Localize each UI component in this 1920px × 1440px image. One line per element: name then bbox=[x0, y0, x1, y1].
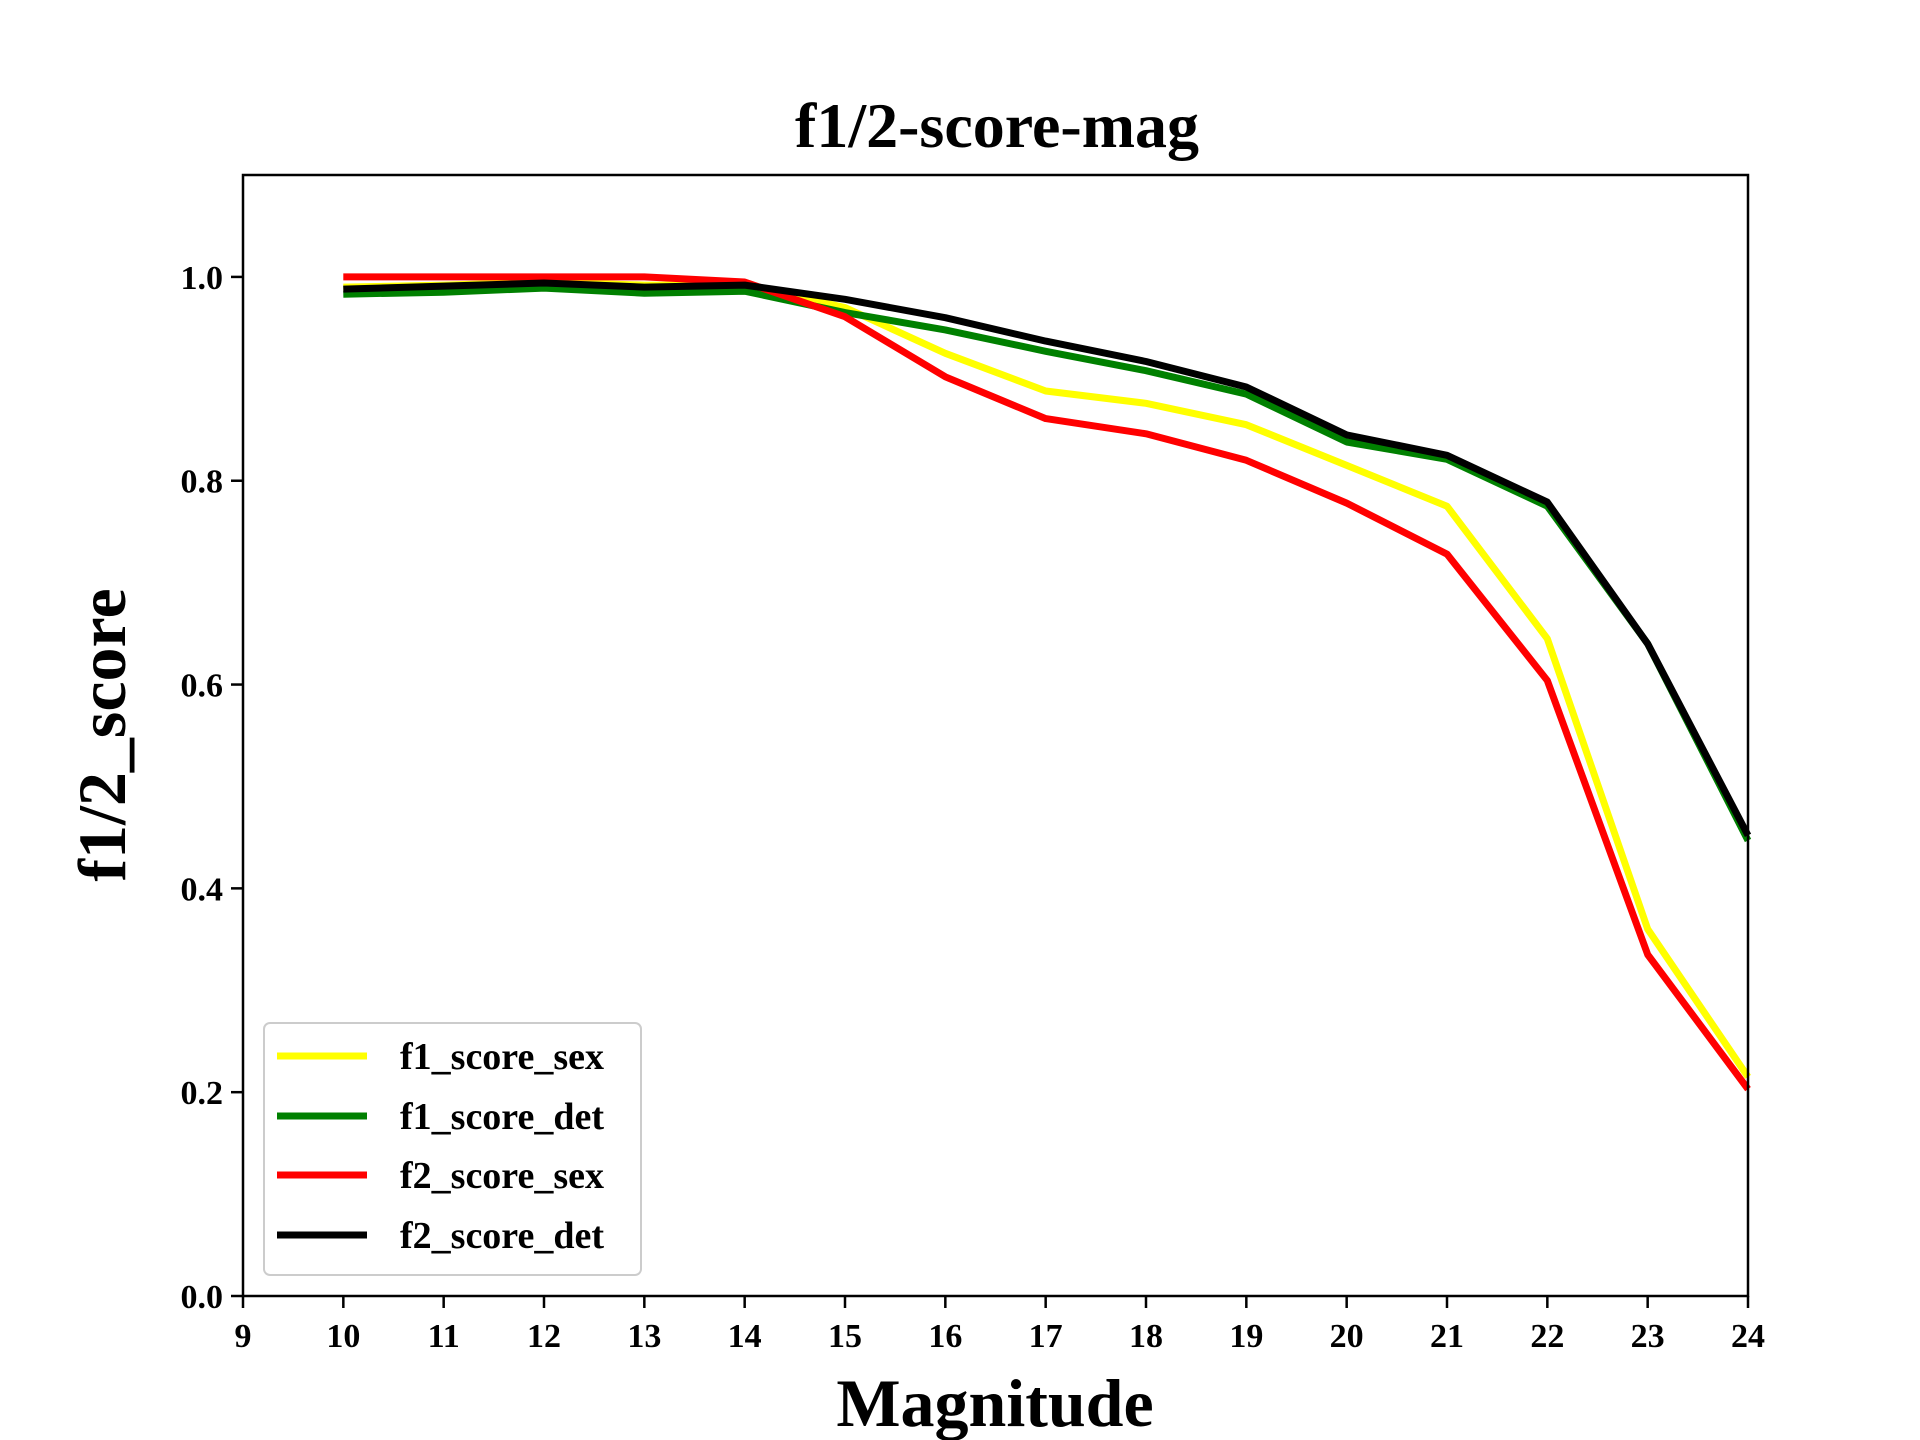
x-tick-label: 13 bbox=[627, 1318, 661, 1355]
legend-label: f1_score_det bbox=[400, 1096, 604, 1138]
y-tick-label: 0.6 bbox=[181, 668, 224, 705]
plot-frame bbox=[241, 173, 1750, 1298]
x-tick-label: 14 bbox=[728, 1318, 762, 1355]
x-tick-label: 11 bbox=[428, 1318, 460, 1355]
series-line-f2-score-det bbox=[343, 279, 1752, 838]
legend-label: f2_score_det bbox=[400, 1215, 604, 1257]
x-axis-label: Magnitude bbox=[836, 1365, 1153, 1440]
x-tick-label: 22 bbox=[1530, 1318, 1564, 1355]
x-tick-label: 19 bbox=[1229, 1318, 1263, 1355]
y-axis-ticks: 0.0 0.2 0.4 0.6 0.8 1.0 bbox=[181, 260, 243, 1316]
series-line-f1-score-det bbox=[343, 284, 1752, 843]
legend-label: f1_score_sex bbox=[400, 1036, 604, 1078]
x-tick-label: 9 bbox=[235, 1318, 252, 1355]
y-tick-label: 0.8 bbox=[181, 464, 224, 501]
x-tick-label: 10 bbox=[326, 1318, 360, 1355]
x-tick-label: 23 bbox=[1631, 1318, 1665, 1355]
y-tick-label: 1.0 bbox=[181, 260, 224, 297]
y-tick-label: 0.4 bbox=[181, 871, 224, 908]
x-tick-label: 20 bbox=[1330, 1318, 1364, 1355]
x-tick-label: 17 bbox=[1029, 1318, 1063, 1355]
x-tick-label: 15 bbox=[828, 1318, 862, 1355]
series-layer bbox=[343, 273, 1752, 1092]
x-tick-label: 18 bbox=[1129, 1318, 1163, 1355]
legend: f1_score_sex f1_score_det f2_score_sex f2_s… bbox=[263, 1022, 642, 1276]
y-tick-label: 0.2 bbox=[181, 1075, 224, 1112]
y-tick-label: 0.0 bbox=[181, 1279, 224, 1316]
chart-title: f1/2-score-mag bbox=[795, 90, 1199, 161]
x-tick-label: 24 bbox=[1731, 1318, 1765, 1355]
legend-label: f2_score_sex bbox=[400, 1155, 604, 1197]
x-tick-label: 16 bbox=[928, 1318, 962, 1355]
series-line-f2-score-sex bbox=[343, 273, 1751, 1092]
x-axis-ticks: 9 10 11 12 13 14 15 16 17 18 19 20 21 22 23 24 bbox=[235, 1296, 1765, 1355]
legend-box bbox=[263, 1022, 642, 1276]
x-tick-label: 21 bbox=[1430, 1318, 1464, 1355]
x-tick-label: 12 bbox=[527, 1318, 561, 1355]
y-axis-label: f1/2_score bbox=[64, 588, 140, 881]
series-line-f1-score-sex bbox=[343, 278, 1751, 1079]
